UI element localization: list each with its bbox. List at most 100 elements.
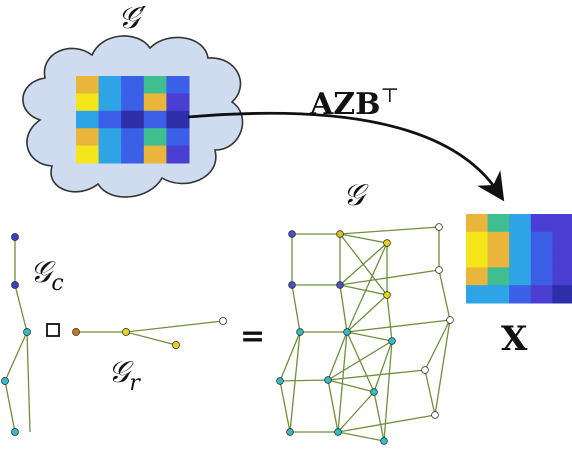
heatmap-cell [121,93,145,112]
graph-edge [383,340,393,442]
graph-node [219,317,227,325]
box-product-operator [46,323,60,337]
graph-node [435,223,443,231]
heatmap-cell [166,76,190,94]
heatmap-cell [76,128,100,147]
heatmap-cell [166,110,190,129]
heatmap-cell [121,128,145,147]
heatmap-cell [98,93,122,112]
graph-node [383,291,391,299]
graph-node [23,328,31,336]
heatmap-cell [143,76,167,94]
graph-edge [346,331,393,342]
graph-node [172,341,180,349]
graph-edge [339,284,348,333]
heatmap-cell [552,231,572,251]
heatmap-cell [143,93,167,112]
equals-sign: = [240,319,265,354]
graph-edge [291,284,301,333]
graph-node [11,281,19,289]
heatmap-cell [121,110,145,129]
graph-edge [337,414,436,433]
graph-edge [339,284,388,296]
graph-node [343,328,351,336]
graph-edge [424,319,451,371]
graph-node [334,428,342,436]
graph-node [288,230,296,238]
heatmap-cell [98,128,122,147]
heatmap-cell [509,285,532,304]
graph-node [324,376,332,384]
graph-edge [424,369,436,416]
heatmap-cell [143,128,167,147]
graph-node [286,428,294,436]
label-g-prime: 𝒢′ [118,1,146,36]
heatmap-cell [487,267,510,286]
heatmap-cell [530,285,553,304]
graph-edge [289,331,301,433]
heatmap-cell [530,249,553,268]
heatmap-cell [552,285,572,304]
graph-node [11,428,19,436]
heatmap-cell [487,249,510,268]
heatmap-cell [509,231,532,251]
graph-g-product [276,223,454,445]
heatmap-cell [76,145,100,164]
graph-edge [339,269,440,286]
graph-edge [346,294,388,333]
graph-edge [327,369,426,381]
graph-node [446,316,454,324]
graph-edge [337,331,348,433]
heatmap-cell [121,76,145,94]
mapping-arrow [187,111,505,202]
heatmap-cell [466,285,489,304]
heatmap-cell [509,249,532,268]
heatmap-cell [552,249,572,268]
graph-edge [346,242,388,333]
graph-node [388,337,396,345]
heatmap-cell [487,214,510,233]
heatmap-cell [76,76,100,94]
label-g-product: 𝒢 [343,178,369,213]
graph-edge [386,294,393,342]
heatmap-cell [76,110,100,129]
graph-node [435,266,443,274]
graph-node [288,281,296,289]
heatmap-cell [166,128,190,147]
heatmap-cell [76,93,100,112]
heatmap-cell [143,110,167,129]
graph-edge [279,331,301,382]
heatmap-cell [466,249,489,268]
label-azb: AZB⊤ [309,83,399,122]
graph-node [370,388,378,396]
graph-edge [279,380,291,433]
heatmap-cell [530,231,553,251]
graph-gc [1,233,31,436]
heatmap-cell [530,214,553,233]
heatmap-x [466,214,572,304]
graph-node [421,366,429,374]
heatmap-cell [552,267,572,286]
heatmap-cell [509,267,532,286]
graph-node [72,328,80,336]
graph-gr [72,317,227,349]
graph-node [380,437,388,445]
graph-edge [327,331,348,381]
graph-edge [434,319,451,416]
heatmap-cell [552,214,572,233]
label-x: X [501,319,528,359]
graph-edge [279,379,329,382]
graph-edge [327,379,375,393]
graph-node [431,411,439,419]
label-g-row: 𝒢r [108,355,141,396]
graph-edge [327,340,393,381]
heatmap-cell [530,267,553,286]
graph-node [1,377,9,385]
heatmap-cell [143,145,167,164]
graph-edge [373,340,393,393]
graph-node [336,230,344,238]
heatmap-cell [466,267,489,286]
heatmap-cell [166,145,190,164]
graph-edge [327,379,339,433]
